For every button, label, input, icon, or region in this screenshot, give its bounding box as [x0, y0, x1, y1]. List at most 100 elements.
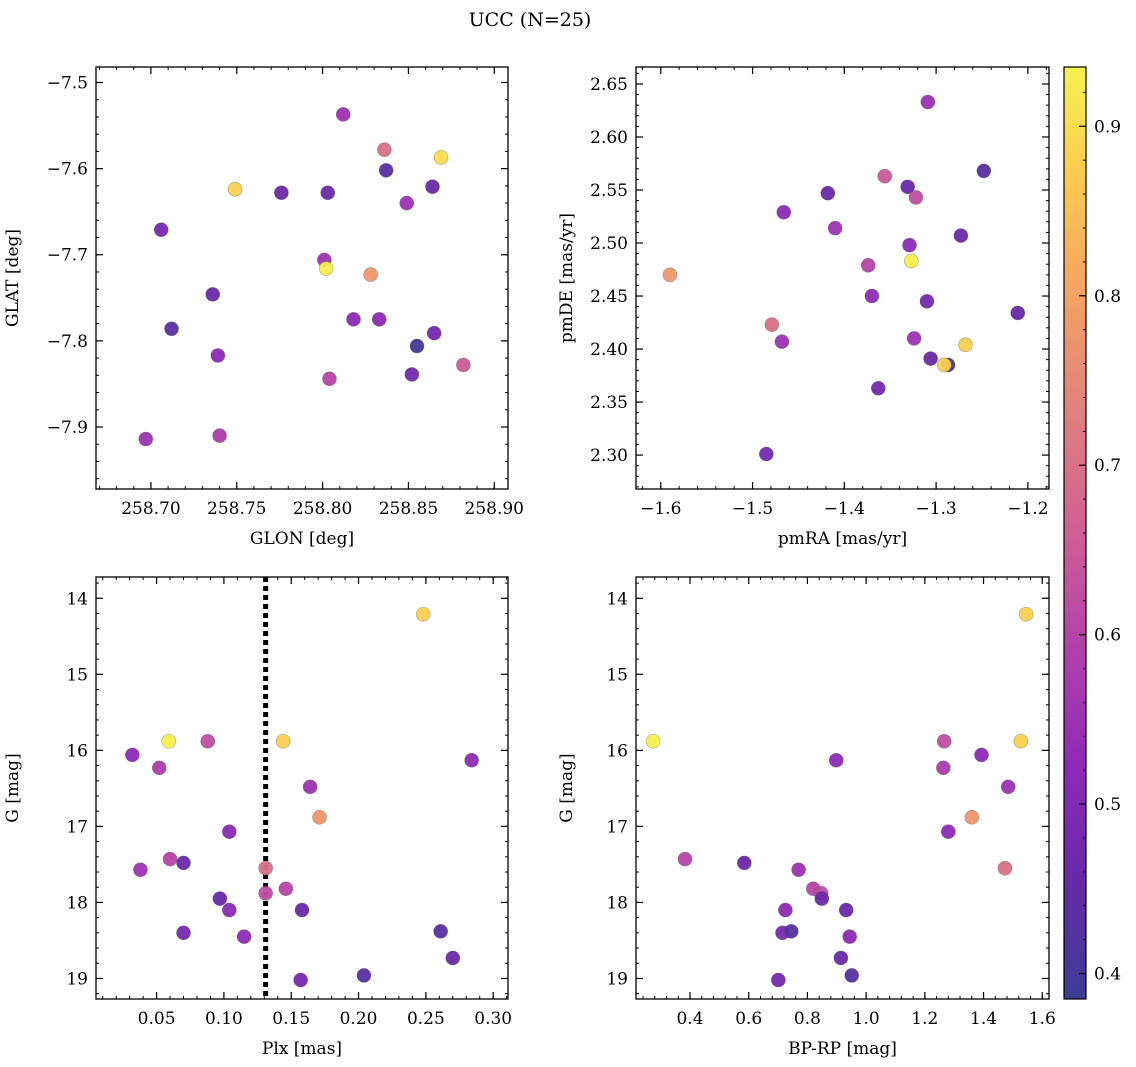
data-point	[346, 312, 361, 327]
data-point	[906, 331, 922, 346]
data-point	[964, 809, 980, 825]
y-tick-label: 2.50	[590, 234, 628, 254]
y-tick-label: 19	[66, 969, 88, 989]
colorbar-tick-label: 0.9	[1094, 117, 1121, 137]
y-tick-label: 2.65	[590, 75, 628, 95]
data-point	[162, 851, 178, 867]
data-point	[870, 380, 886, 396]
data-point	[409, 338, 425, 354]
y-tick-label: 14	[66, 589, 88, 609]
data-point	[275, 733, 291, 749]
y-tick-label: 18	[66, 893, 88, 913]
data-point	[941, 824, 956, 840]
data-point	[464, 752, 479, 768]
x-axis-label: Plx [mas]	[262, 1039, 342, 1059]
panel-bprp-g: 0.4 0.6 0.8 1.0 1.2 1.4 1.6 14 15 16 17 18 19 BP-RP […	[557, 576, 1056, 1059]
x-tick-label: 258.70	[121, 499, 180, 519]
data-point	[936, 733, 952, 749]
x-tick-label: 0.8	[794, 1009, 821, 1029]
y-tick-label: 16	[606, 741, 628, 761]
data-point	[212, 428, 227, 443]
data-point	[997, 860, 1013, 876]
x-tick-label: −1.2	[1007, 499, 1048, 519]
x-tick-label: 0.4	[676, 1009, 703, 1029]
y-tick-label: −7.5	[47, 74, 88, 94]
data-point	[371, 312, 387, 327]
x-tick-label: 258.75	[207, 499, 266, 519]
data-point	[274, 185, 289, 201]
colorbar-tick-label: 0.5	[1094, 795, 1121, 815]
x-tick-label: −1.4	[824, 499, 865, 519]
data-point	[210, 348, 226, 363]
data-point	[958, 337, 973, 353]
data-point	[161, 733, 177, 749]
x-axis-label: BP-RP [mag]	[788, 1039, 897, 1059]
data-point	[1018, 606, 1034, 622]
x-tick-label: 0.30	[474, 1009, 512, 1029]
x-axis-label: GLON [deg]	[250, 529, 354, 549]
data-point	[877, 168, 893, 184]
data-point	[974, 747, 989, 763]
data-point	[258, 886, 273, 901]
colorbar-tick-label: 0.8	[1094, 287, 1121, 307]
y-tick-label: 19	[606, 969, 628, 989]
data-point	[900, 179, 915, 195]
x-tick-label: 1.2	[911, 1009, 938, 1029]
colorbar-gradient	[1063, 66, 1087, 1000]
axes-frame	[95, 576, 509, 1000]
data-point	[936, 760, 951, 776]
data-point	[335, 107, 351, 122]
y-tick-label: −7.7	[47, 246, 88, 266]
data-point	[426, 325, 442, 341]
y-tick-label: −7.6	[47, 160, 88, 180]
colorbar: 0.4 0.5 0.6 0.7 0.8 0.9	[1063, 66, 1121, 1000]
y-tick-label: 2.40	[590, 340, 628, 360]
x-tick-label: 258.90	[465, 499, 524, 519]
data-point	[864, 288, 880, 304]
data-point	[737, 855, 752, 871]
y-tick-label: 17	[66, 817, 88, 837]
data-point	[1013, 733, 1029, 749]
x-axis-label: pmRA [mas/yr]	[778, 529, 907, 549]
y-tick-label: 18	[606, 893, 628, 913]
axes-frame	[95, 66, 509, 490]
data-point	[827, 220, 843, 236]
data-point	[860, 257, 876, 273]
y-tick-label: 15	[606, 665, 628, 685]
y-tick-label: 16	[66, 741, 88, 761]
data-point	[377, 142, 392, 157]
data-point	[278, 881, 294, 897]
data-point	[425, 179, 440, 195]
colorbar-tick-label: 0.6	[1094, 626, 1121, 646]
data-point	[312, 809, 327, 825]
figure-title: UCC (N=25)	[469, 9, 592, 31]
x-tick-label: 0.20	[340, 1009, 378, 1029]
data-point	[645, 733, 661, 749]
data-point	[937, 357, 952, 373]
data-point	[778, 902, 793, 918]
data-point	[318, 261, 334, 276]
y-tick-label: 2.55	[590, 181, 628, 201]
data-point	[920, 94, 936, 110]
data-point	[176, 925, 191, 941]
axes-frame	[635, 66, 1050, 490]
x-tick-label: 1.0	[853, 1009, 880, 1029]
data-point	[902, 237, 917, 253]
x-tick-label: 0.10	[205, 1009, 243, 1029]
x-tick-label: 0.15	[272, 1009, 310, 1029]
data-point	[221, 902, 237, 918]
data-point	[771, 972, 786, 988]
data-point	[953, 228, 969, 243]
data-point	[662, 267, 678, 283]
colorbar-tick-label: 0.4	[1094, 965, 1121, 985]
x-tick-label: 258.80	[293, 499, 352, 519]
data-point	[456, 357, 471, 373]
y-tick-label: 15	[66, 665, 88, 685]
y-tick-label: −7.9	[47, 418, 88, 438]
data-point	[415, 606, 431, 622]
data-point	[764, 317, 780, 332]
data-point	[791, 862, 806, 878]
data-point	[151, 760, 167, 776]
data-point	[433, 150, 449, 165]
